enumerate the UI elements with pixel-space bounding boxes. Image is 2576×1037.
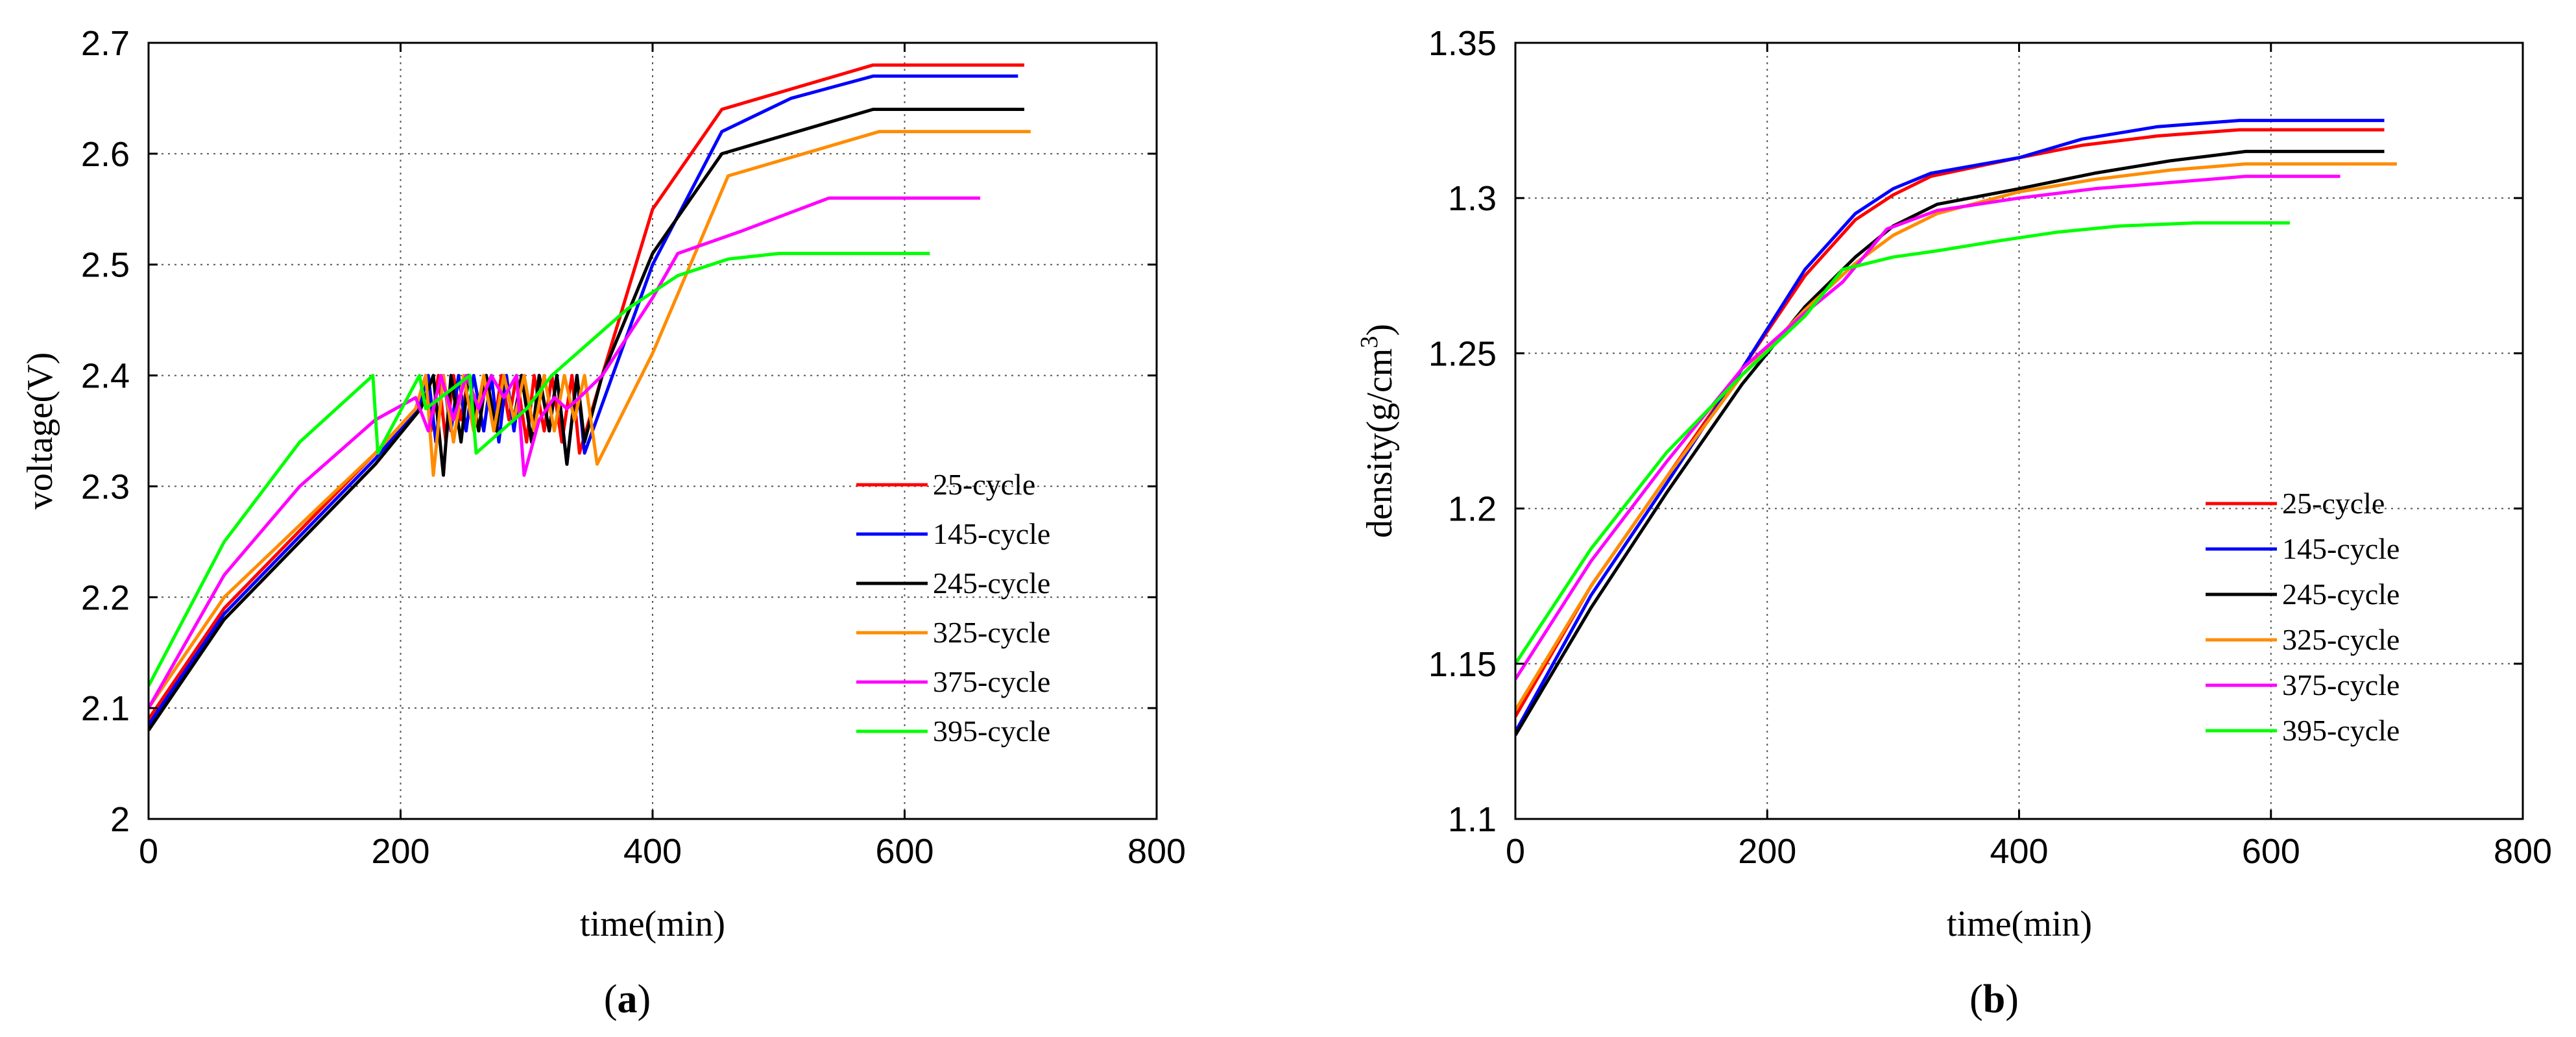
y-tick-label: 1.35 <box>1428 24 1497 63</box>
y-tick-label: 2 <box>110 800 130 839</box>
y-tick-label: 1.15 <box>1428 645 1497 684</box>
legend-label: 145-cycle <box>933 517 1050 550</box>
legend-label: 325-cycle <box>933 616 1050 649</box>
legend-label: 375-cycle <box>2282 668 2400 702</box>
y-tick-label: 2.6 <box>81 135 130 174</box>
legend-label: 325-cycle <box>2282 623 2400 656</box>
y-axis-label: density(g/cm3) <box>1356 324 1400 538</box>
x-tick-label: 0 <box>139 832 158 871</box>
x-tick-label: 800 <box>2494 832 2552 871</box>
y-tick-label: 1.3 <box>1448 179 1497 218</box>
series-line-325-cycle <box>1515 162 2397 711</box>
chart-density: 0 200 400 600 800 1.1 1.15 1.2 1.25 1.3 1.35 time(m… <box>1356 24 2552 1021</box>
y-axis-label: voltage(V) <box>20 352 60 510</box>
y-tick-label: 1.1 <box>1448 800 1497 839</box>
series-line-145-cycle <box>1515 119 2385 733</box>
y-tick-label: 2.5 <box>81 246 130 285</box>
legend-label: 25-cycle <box>2282 487 2385 520</box>
y-tick-label: 2.1 <box>81 689 130 728</box>
legend-label: 395-cycle <box>933 714 1050 748</box>
y-tick-label: 1.2 <box>1448 490 1497 529</box>
series-group <box>149 63 1031 731</box>
plot-area <box>149 43 1157 819</box>
x-tick-label: 600 <box>875 832 933 871</box>
y-tick-label: 2.3 <box>81 467 130 506</box>
legend-label: 375-cycle <box>933 665 1050 698</box>
legend-label: 245-cycle <box>2282 578 2400 611</box>
x-tick-label: 800 <box>1127 832 1186 871</box>
y-tick-label: 2.4 <box>81 357 130 396</box>
panel-caption: (a) <box>604 977 651 1021</box>
series-line-395-cycle <box>149 252 930 687</box>
series-line-395-cycle <box>1515 221 2290 665</box>
x-tick-label: 200 <box>1738 832 1796 871</box>
series-line-325-cycle <box>149 130 1031 709</box>
y-tick-label: 2.2 <box>81 578 130 617</box>
x-tick-label: 600 <box>2242 832 2300 871</box>
x-tick-label: 0 <box>1506 832 1525 871</box>
legend-label: 145-cycle <box>2282 532 2400 565</box>
chart-voltage: 0 200 400 600 800 2 2.1 2.2 2.3 2.4 2.5 2.6 2.7 time(… <box>20 24 1186 1021</box>
plot-area <box>1515 43 2523 819</box>
series-line-375-cycle <box>1515 175 2341 681</box>
legend-label: 25-cycle <box>933 468 1035 501</box>
panel-caption: (b) <box>1969 977 2019 1021</box>
x-axis-label: time(min) <box>1947 904 2092 944</box>
legend-label: 395-cycle <box>2282 714 2400 747</box>
series-group <box>1515 119 2397 737</box>
x-tick-label: 400 <box>623 832 682 871</box>
legend-label: 245-cycle <box>933 567 1050 600</box>
x-tick-label: 200 <box>371 832 429 871</box>
y-tick-label: 1.25 <box>1428 334 1497 373</box>
x-axis-label: time(min) <box>580 904 725 944</box>
y-tick-label: 2.7 <box>81 24 130 63</box>
x-tick-label: 400 <box>1990 832 2048 871</box>
